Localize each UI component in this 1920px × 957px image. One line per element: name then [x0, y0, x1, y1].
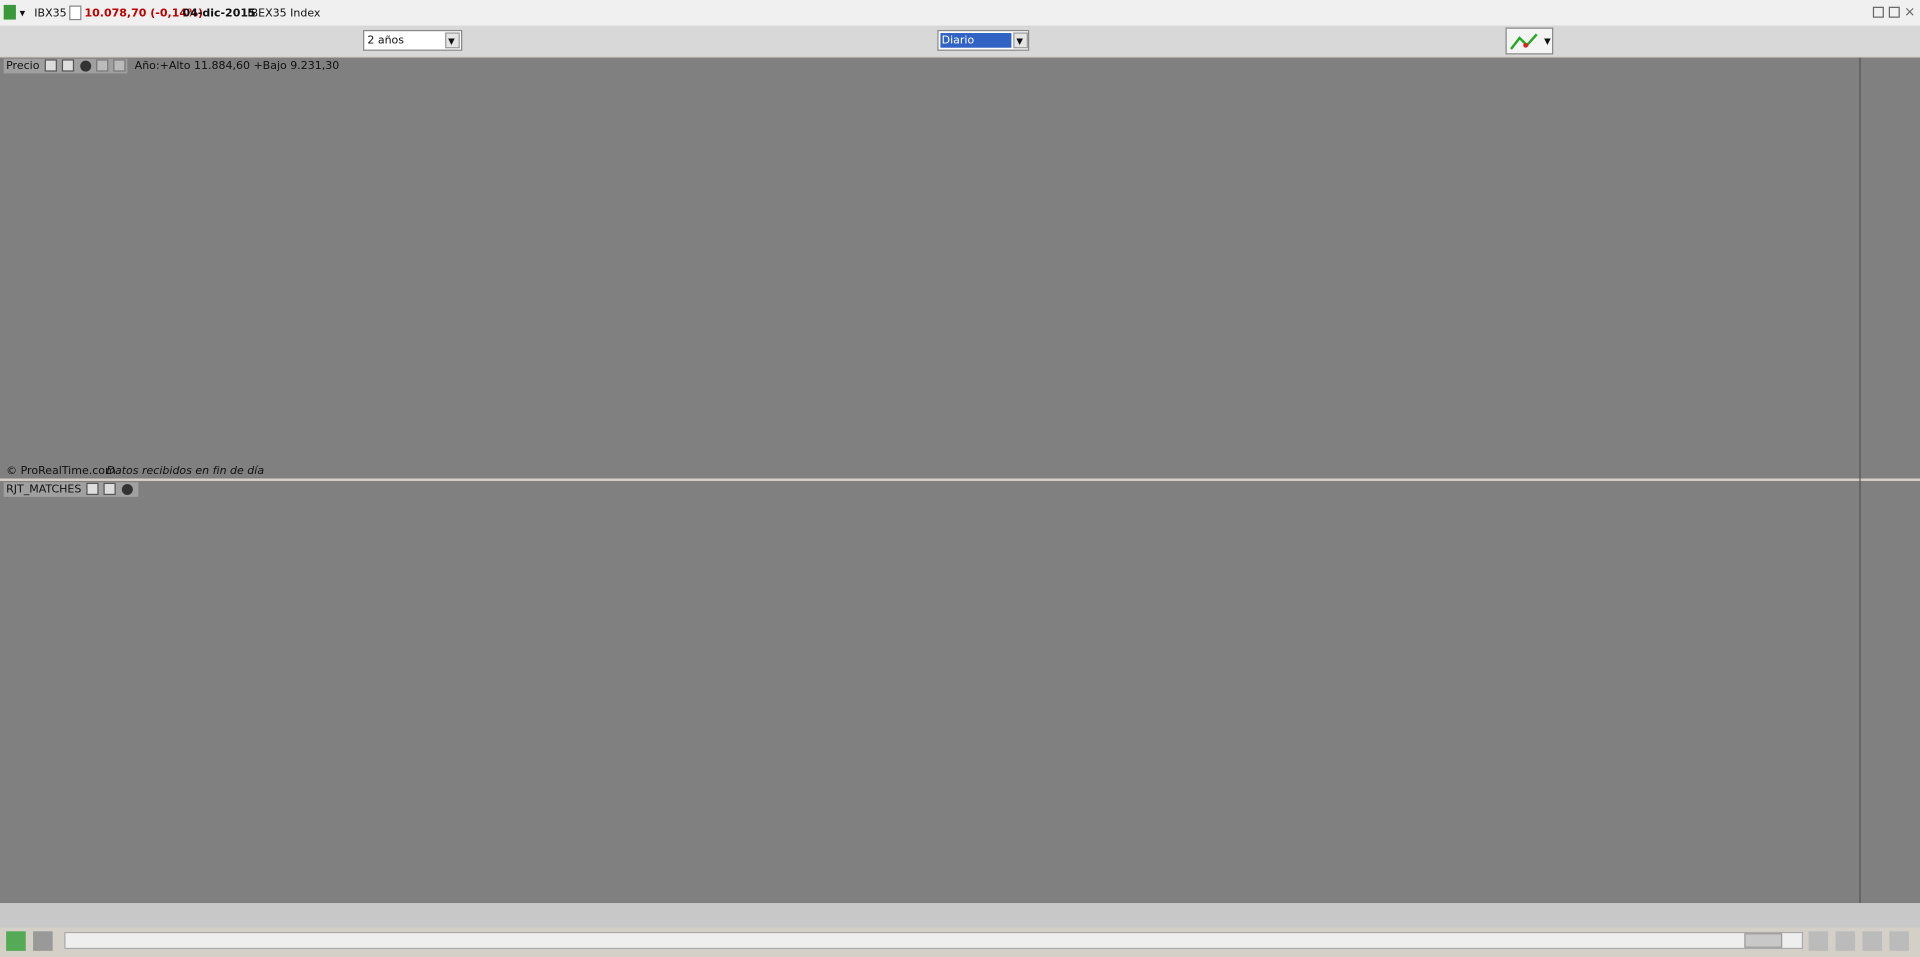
settings-icon[interactable] — [44, 59, 57, 72]
indicator-title: RJT_MATCHES — [6, 483, 81, 496]
instrument-name: IBEX35 Index — [247, 6, 321, 19]
period-dropdown[interactable] — [445, 32, 460, 49]
close-icon[interactable] — [121, 484, 133, 496]
dropdown-arrow[interactable]: ▼ — [1016, 37, 1023, 47]
interval-highlight — [940, 33, 1012, 48]
price-subtitle: Año:+Alto 11.884,60 +Bajo 9.231,30 — [135, 59, 340, 72]
interval-dropdown[interactable] — [1013, 32, 1028, 49]
period-select[interactable] — [363, 29, 463, 51]
interval-value[interactable]: Diario — [942, 33, 975, 46]
symbol-box[interactable] — [69, 5, 82, 21]
zoom-in-icon[interactable] — [1889, 931, 1909, 951]
window-icon[interactable] — [103, 482, 116, 496]
down-icon[interactable] — [113, 59, 126, 72]
credit: © ProRealTime.com — [6, 464, 116, 477]
scroll-thumb[interactable] — [1744, 933, 1783, 948]
window-icon[interactable] — [61, 59, 75, 72]
x-axis — [0, 903, 1920, 928]
chart-style-icon — [1510, 33, 1538, 50]
scrollbar[interactable] — [64, 931, 1804, 950]
close-icon[interactable] — [80, 60, 92, 72]
zoom-icon[interactable] — [1835, 931, 1856, 951]
nav-icon[interactable] — [6, 931, 26, 951]
dropdown-arrow[interactable]: ▼ — [1544, 37, 1551, 47]
date: 04-dic-2015 — [182, 6, 255, 19]
close-button[interactable]: × — [1904, 5, 1915, 20]
minimize-button[interactable] — [1872, 6, 1884, 18]
period-value[interactable]: 2 años — [367, 33, 404, 46]
menu-arrow[interactable]: ▾ — [20, 6, 26, 19]
price-panel — [0, 57, 1920, 479]
zoom-out-icon[interactable] — [1862, 931, 1883, 951]
quote: 10.078,70 (-0,14%) — [84, 6, 203, 19]
dropdown-arrow[interactable]: ▼ — [448, 37, 455, 47]
app-icon — [3, 4, 16, 20]
zoom-icon[interactable] — [1808, 931, 1829, 951]
settings-icon[interactable] — [86, 482, 99, 496]
up-icon[interactable] — [96, 59, 109, 72]
maximize-button[interactable] — [1888, 6, 1900, 18]
symbol: IBX35 — [34, 6, 66, 19]
note: Datos recibidos en fin de día — [107, 464, 265, 477]
title-bar — [0, 0, 1920, 26]
chart-style-icon — [1523, 42, 1529, 48]
nav-icon[interactable] — [33, 931, 53, 951]
panel-separator — [0, 478, 1920, 481]
indicator-panel — [0, 480, 1920, 904]
price-title: Precio — [6, 59, 40, 72]
